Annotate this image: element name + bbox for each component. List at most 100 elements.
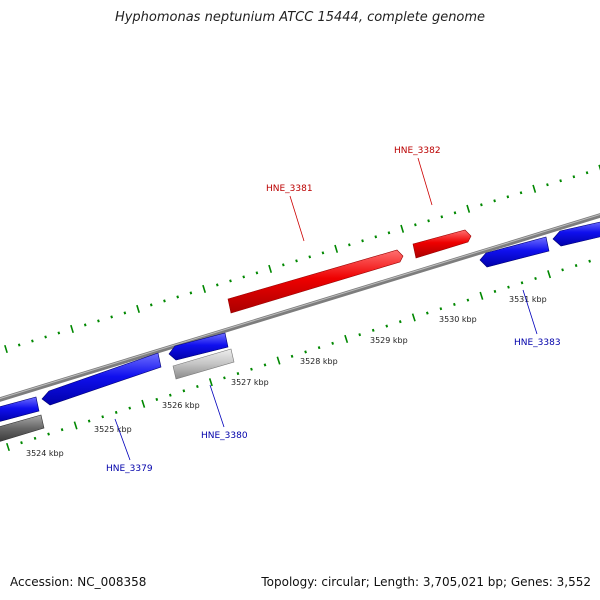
forward-minor-tick bbox=[493, 199, 496, 203]
forward-minor-tick bbox=[440, 215, 444, 219]
reverse-major-tick bbox=[6, 442, 10, 452]
forward-minor-tick bbox=[453, 211, 457, 215]
reverse-minor-tick bbox=[453, 302, 456, 306]
forward-minor-tick bbox=[242, 275, 246, 279]
forward-minor-tick bbox=[480, 203, 483, 207]
map-title: Hyphomonas neptunium ATCC 15444, complet… bbox=[114, 10, 486, 25]
reverse-minor-tick bbox=[128, 406, 132, 410]
backbone-highlight bbox=[0, 214, 600, 399]
leader-hne-3382 bbox=[417, 157, 433, 206]
reverse-minor-tick bbox=[588, 259, 591, 263]
reverse-major-tick bbox=[276, 356, 281, 365]
forward-minor-tick bbox=[506, 195, 510, 199]
reverse-major-tick bbox=[411, 313, 416, 322]
scale-label-3530: 3530 kbp bbox=[439, 315, 477, 324]
reverse-minor-tick bbox=[331, 341, 334, 345]
reverse-strand-ticks bbox=[6, 259, 591, 452]
label-hne-3379[interactable]: HNE_3379 bbox=[106, 464, 153, 474]
forward-major-tick bbox=[136, 304, 140, 314]
forward-minor-tick bbox=[308, 255, 312, 259]
reverse-minor-tick bbox=[101, 415, 105, 419]
reverse-minor-tick bbox=[290, 354, 294, 358]
reverse-minor-tick bbox=[182, 389, 186, 393]
forward-minor-tick bbox=[17, 343, 21, 347]
label-hne-3382[interactable]: HNE_3382 bbox=[394, 146, 441, 156]
reverse-minor-tick bbox=[155, 397, 159, 402]
forward-major-tick bbox=[70, 324, 74, 334]
forward-major-tick bbox=[334, 244, 339, 253]
forward-minor-tick bbox=[57, 331, 61, 335]
gene-hne-3381[interactable] bbox=[227, 249, 404, 314]
reverse-major-tick bbox=[547, 270, 552, 279]
scale-label-3529: 3529 kbp bbox=[370, 336, 408, 345]
forward-minor-tick bbox=[585, 171, 589, 175]
gene-hne-3382[interactable] bbox=[412, 229, 472, 259]
forward-minor-tick bbox=[255, 271, 259, 275]
forward-minor-tick bbox=[546, 183, 549, 187]
forward-minor-tick bbox=[97, 319, 100, 323]
reverse-major-tick bbox=[344, 334, 349, 344]
forward-minor-tick bbox=[110, 315, 113, 319]
forward-minor-tick bbox=[229, 279, 232, 283]
gene-hne-3383[interactable] bbox=[479, 236, 550, 268]
label-hne-3380[interactable]: HNE_3380 bbox=[201, 431, 248, 441]
reverse-minor-tick bbox=[466, 298, 470, 302]
forward-major-tick bbox=[532, 184, 537, 193]
reverse-minor-tick bbox=[371, 328, 375, 332]
reverse-minor-tick bbox=[196, 384, 199, 389]
reverse-minor-tick bbox=[223, 376, 226, 380]
forward-major-tick bbox=[466, 204, 471, 213]
scale-label-3528: 3528 kbp bbox=[300, 357, 338, 366]
forward-minor-tick bbox=[348, 243, 351, 247]
label-hne-3381[interactable]: HNE_3381 bbox=[266, 184, 313, 194]
forward-minor-tick bbox=[281, 263, 285, 267]
scale-label-3525: 3525 kbp bbox=[94, 425, 132, 434]
gene-gray[interactable] bbox=[172, 348, 235, 380]
forward-minor-tick bbox=[31, 339, 34, 343]
reverse-minor-tick bbox=[561, 268, 564, 272]
forward-major-tick bbox=[4, 344, 8, 354]
reverse-minor-tick bbox=[317, 346, 321, 350]
forward-minor-tick bbox=[44, 335, 47, 339]
reverse-minor-tick bbox=[236, 372, 240, 376]
reverse-minor-tick bbox=[398, 320, 402, 324]
reverse-minor-tick bbox=[263, 363, 267, 367]
reverse-minor-tick bbox=[304, 350, 307, 354]
gene-left-edge[interactable] bbox=[0, 396, 40, 422]
reverse-major-tick bbox=[141, 399, 146, 408]
leader-hne-3383 bbox=[522, 289, 538, 335]
forward-minor-tick bbox=[163, 299, 166, 303]
reverse-minor-tick bbox=[534, 276, 537, 281]
forward-strand-ticks bbox=[4, 164, 600, 354]
reverse-minor-tick bbox=[358, 333, 362, 337]
forward-minor-tick bbox=[387, 231, 391, 235]
gene-hne-3380[interactable] bbox=[168, 332, 229, 361]
topology-text: Topology: circular; Length: 3,705,021 bp… bbox=[261, 575, 591, 589]
accession-text: Accession: NC_008358 bbox=[10, 575, 147, 589]
reverse-major-tick bbox=[73, 421, 78, 430]
forward-major-tick bbox=[598, 164, 600, 171]
gene-hne-3379[interactable] bbox=[41, 352, 162, 406]
scale-label-3524: 3524 kbp bbox=[26, 449, 64, 458]
reverse-minor-tick bbox=[47, 432, 50, 436]
reverse-minor-tick bbox=[168, 393, 172, 397]
reverse-major-tick bbox=[479, 291, 484, 300]
reverse-minor-tick bbox=[33, 436, 37, 440]
label-hne-3383[interactable]: HNE_3383 bbox=[514, 338, 561, 348]
gene-right-edge[interactable] bbox=[552, 221, 600, 247]
leader-hne-3380 bbox=[209, 384, 225, 428]
forward-minor-tick bbox=[189, 291, 193, 295]
reverse-minor-tick bbox=[574, 263, 578, 268]
forward-minor-tick bbox=[414, 223, 417, 227]
gene-dark[interactable] bbox=[0, 414, 45, 442]
reverse-major-tick bbox=[208, 378, 213, 387]
forward-major-tick bbox=[202, 284, 207, 293]
leader-hne-3381 bbox=[289, 195, 305, 242]
forward-minor-tick bbox=[215, 283, 219, 287]
forward-minor-tick bbox=[176, 295, 180, 299]
reverse-minor-tick bbox=[520, 281, 524, 285]
forward-minor-tick bbox=[295, 259, 298, 263]
forward-minor-tick bbox=[83, 323, 87, 327]
reverse-minor-tick bbox=[250, 367, 253, 371]
